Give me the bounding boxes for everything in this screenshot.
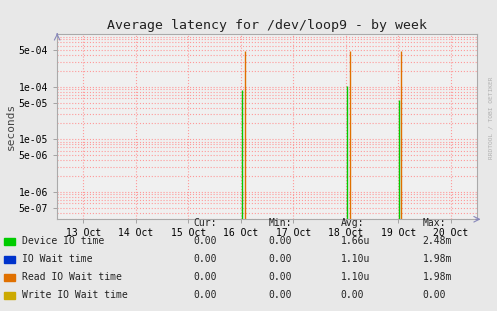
Text: 1.66u: 1.66u <box>340 236 370 246</box>
Text: Read IO Wait time: Read IO Wait time <box>22 272 122 282</box>
Text: Avg:: Avg: <box>340 218 364 228</box>
Text: 1.10u: 1.10u <box>340 254 370 264</box>
Text: 2.48m: 2.48m <box>422 236 452 246</box>
Text: 0.00: 0.00 <box>194 290 217 300</box>
Text: Write IO Wait time: Write IO Wait time <box>22 290 128 300</box>
Text: 0.00: 0.00 <box>268 254 292 264</box>
Text: 0.00: 0.00 <box>340 290 364 300</box>
Text: 1.98m: 1.98m <box>422 254 452 264</box>
Text: 0.00: 0.00 <box>194 254 217 264</box>
Text: 0.00: 0.00 <box>422 290 446 300</box>
Text: 1.10u: 1.10u <box>340 272 370 282</box>
Text: Max:: Max: <box>422 218 446 228</box>
Text: Cur:: Cur: <box>194 218 217 228</box>
Title: Average latency for /dev/loop9 - by week: Average latency for /dev/loop9 - by week <box>107 19 427 32</box>
Text: Device IO time: Device IO time <box>22 236 104 246</box>
Text: Min:: Min: <box>268 218 292 228</box>
Text: 0.00: 0.00 <box>268 290 292 300</box>
Text: 0.00: 0.00 <box>268 236 292 246</box>
Y-axis label: seconds: seconds <box>6 103 16 150</box>
Text: 0.00: 0.00 <box>194 236 217 246</box>
Text: 0.00: 0.00 <box>194 272 217 282</box>
Text: 0.00: 0.00 <box>268 272 292 282</box>
Text: 1.98m: 1.98m <box>422 272 452 282</box>
Text: IO Wait time: IO Wait time <box>22 254 93 264</box>
Text: RRDTOOL / TOBI OETIKER: RRDTOOL / TOBI OETIKER <box>488 77 493 160</box>
